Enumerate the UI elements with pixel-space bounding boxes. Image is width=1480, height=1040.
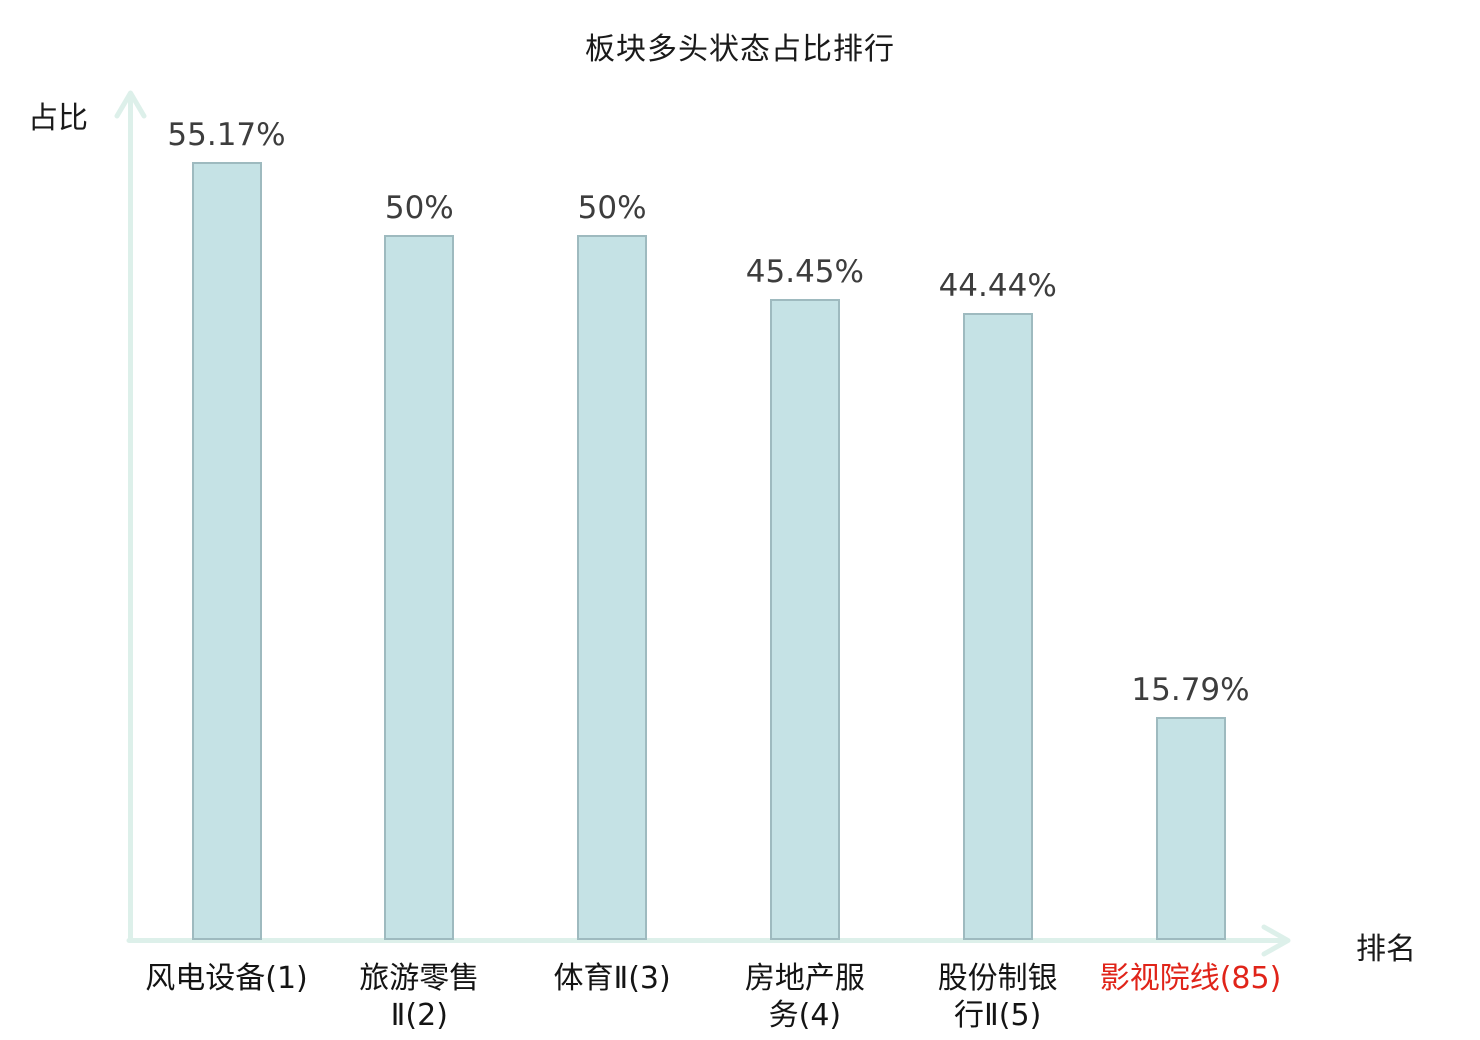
category-label: 体育Ⅱ(3): [553, 961, 671, 996]
bar-value-label: 15.79%: [1131, 672, 1250, 708]
x-axis-arrow-icon: [1261, 924, 1291, 957]
category-label: 股份制银 行Ⅱ(5): [937, 961, 1058, 1033]
bar-value-label: 50%: [384, 190, 454, 226]
y-axis-title: 占比: [28, 101, 88, 136]
category-label: 风电设备(1): [145, 961, 308, 996]
y-axis-arrow-icon: [114, 90, 147, 119]
bar-4: [769, 299, 840, 940]
bar-6: [1155, 717, 1226, 940]
x-axis-title: 排名: [1356, 932, 1416, 967]
bar-1: [191, 162, 262, 940]
bar-value-label: 50%: [577, 190, 647, 226]
bar-value-label: 45.45%: [745, 254, 864, 290]
chart-title: 板块多头状态占比排行: [585, 32, 895, 67]
bar-value-label: 44.44%: [938, 268, 1057, 304]
bar-value-label: 55.17%: [167, 117, 286, 153]
category-label: 房地产服 务(4): [744, 961, 865, 1033]
bar-2: [384, 235, 455, 940]
bar-5: [962, 313, 1033, 940]
category-label: 旅游零售 Ⅱ(2): [359, 961, 480, 1033]
category-label: 影视院线(85): [1099, 961, 1282, 996]
bar-3: [577, 235, 648, 940]
